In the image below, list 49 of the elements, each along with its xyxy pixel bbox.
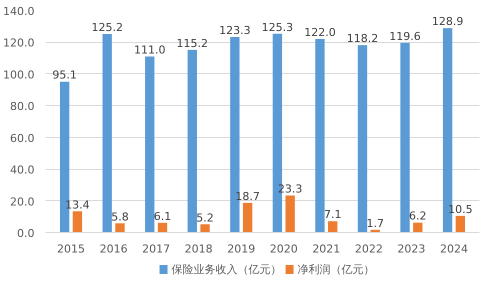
data-label: 122.0 [304,26,336,40]
x-tick-label: 2016 [100,242,128,256]
x-tick-label: 2017 [142,242,170,256]
y-tick-label: 20.0 [10,195,35,208]
x-tick-label: 2018 [184,242,213,256]
data-label: 119.6 [389,30,421,43]
y-tick-label: 60.0 [10,132,35,145]
data-label: 125.2 [91,20,123,34]
y-tick-label: 140.0 [3,5,35,18]
data-label: 6.1 [154,210,172,223]
x-tick-label: 2024 [440,242,468,256]
bar [285,196,295,232]
bar [456,216,466,232]
data-label: 115.2 [176,36,208,50]
bar [72,211,82,232]
data-label: 125.3 [262,20,294,34]
y-tick-label: 120.0 [3,36,35,50]
data-label: 6.2 [409,210,427,223]
data-label: 111.0 [134,43,166,56]
y-tick-label: 40.0 [10,164,35,177]
bar [102,34,112,232]
legend-label: 净利润（亿元） [298,263,375,276]
x-tick-label: 2021 [312,242,340,256]
x-tick-label: 2023 [397,242,426,256]
data-label: 95.1 [52,68,77,82]
data-label: 123.3 [219,24,251,37]
data-label: 5.2 [196,211,214,224]
bar [242,202,252,232]
data-label: 5.8 [111,210,129,224]
bar [188,50,197,232]
x-tick-label: 2020 [270,242,298,256]
data-label: 7.1 [324,208,342,222]
x-tick-label: 2022 [354,242,383,256]
x-tick-label: 2015 [57,242,86,256]
y-tick-label: 80.0 [10,100,35,114]
bar [328,221,338,232]
y-tick-label: 0.0 [17,227,35,240]
bar [413,222,422,232]
bar [315,39,325,232]
bar [358,45,368,232]
bar [400,42,410,232]
data-label: 118.2 [346,32,378,46]
data-label: 128.9 [432,15,464,28]
bar [145,56,154,232]
bar [158,222,168,232]
y-tick-label: 100.0 [3,68,35,82]
data-label: 1.7 [366,216,384,230]
x-tick-label: 2019 [227,242,256,256]
legend-label: 保险业务收入（亿元） [172,263,282,276]
